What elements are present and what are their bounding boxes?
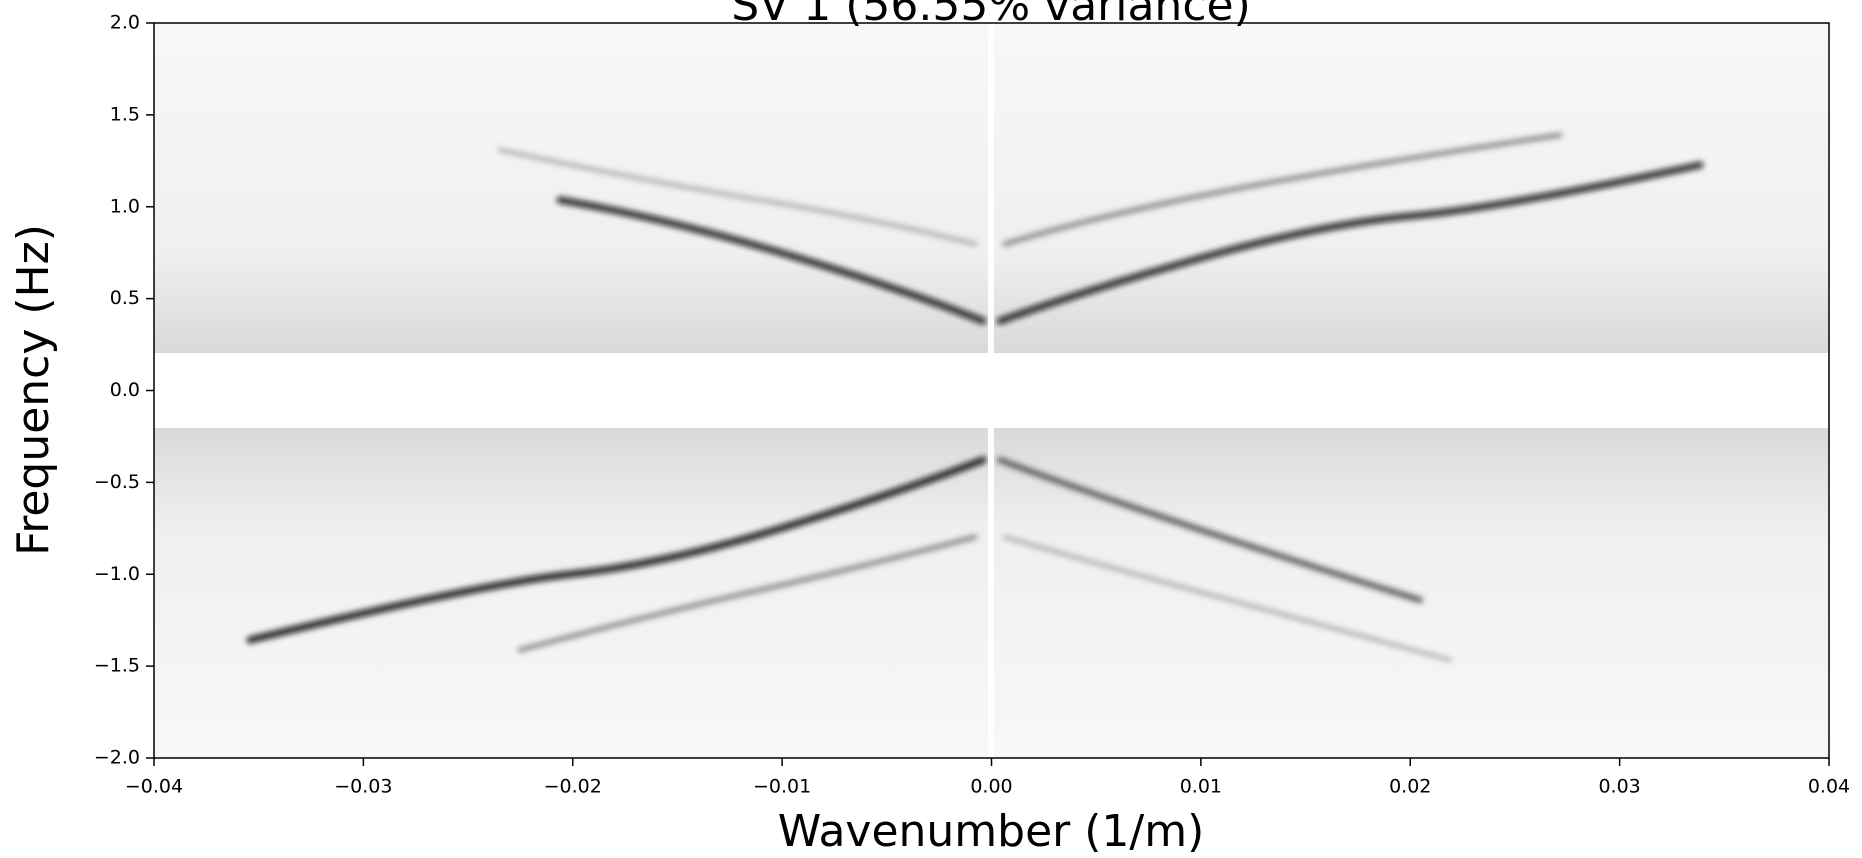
- y-tick-label: 0.5: [110, 287, 140, 309]
- y-tick-label: 0.0: [110, 379, 140, 401]
- y-axis-label: Frequency (Hz): [8, 224, 59, 556]
- x-tick-label: −0.03: [334, 776, 392, 798]
- y-tick-label: −1.0: [94, 563, 140, 585]
- y-tick-label: −1.5: [94, 655, 140, 677]
- x-tick-label: 0.01: [1180, 776, 1222, 798]
- y-tick-label: −0.5: [94, 471, 140, 493]
- y-tick-label: 1.5: [110, 103, 140, 125]
- x-tick-label: 0.00: [970, 776, 1012, 798]
- y-tick-label: 1.0: [110, 195, 140, 217]
- x-tick-label: 0.02: [1389, 776, 1431, 798]
- x-tick-label: −0.02: [544, 776, 602, 798]
- y-tick-label: 2.0: [110, 12, 140, 34]
- chart-title: SV 1 (56.55% variance): [731, 0, 1251, 31]
- x-tick-label: −0.04: [125, 776, 183, 798]
- heatmap-image: [154, 23, 1829, 758]
- y-tick-label: −2.0: [94, 747, 140, 769]
- x-tick-label: −0.01: [753, 776, 811, 798]
- x-axis-label: Wavenumber (1/m): [778, 806, 1205, 857]
- x-tick-label: 0.04: [1808, 776, 1850, 798]
- x-tick-label: 0.03: [1598, 776, 1640, 798]
